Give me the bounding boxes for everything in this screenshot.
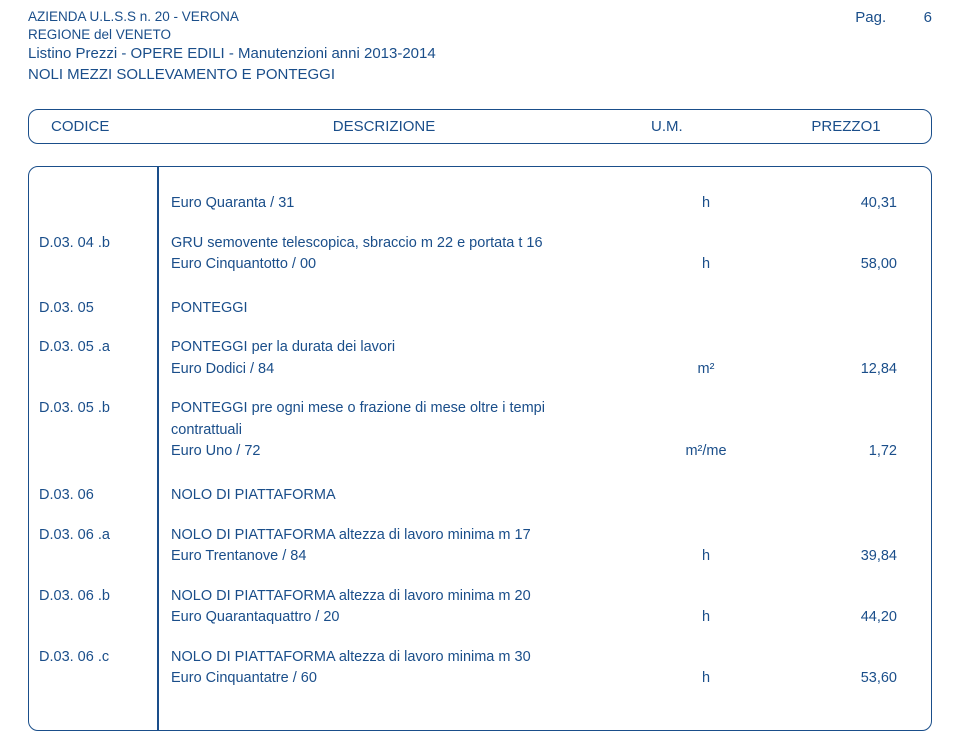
cell-um: m² — [651, 360, 761, 380]
cell-price — [761, 526, 931, 546]
cell-price — [761, 587, 931, 607]
cell-um: h — [651, 194, 761, 214]
table-row: D.03. 06 .aNOLO DI PIATTAFORMA altezza d… — [29, 525, 931, 547]
cell-desc: contrattuali — [157, 421, 651, 441]
cell-code — [29, 421, 157, 441]
cell-desc: NOLO DI PIATTAFORMA — [157, 486, 651, 506]
cell-desc: Euro Cinquantatre / 60 — [157, 669, 651, 689]
page-num-value: 6 — [924, 9, 932, 26]
page-number: Pag. 6 — [815, 8, 932, 28]
cell-desc: Euro Quarantaquattro / 20 — [157, 608, 651, 628]
header-left: AZIENDA U.L.S.S n. 20 - VERONA REGIONE d… — [28, 8, 436, 85]
cell-um — [651, 234, 761, 254]
cell-desc: Euro Quaranta / 31 — [157, 194, 651, 214]
table-row: Euro Cinquantotto / 00h58,00 — [29, 254, 931, 276]
cell-code — [29, 547, 157, 567]
table-row: D.03. 06 .bNOLO DI PIATTAFORMA altezza d… — [29, 586, 931, 608]
cell-um — [651, 587, 761, 607]
cell-desc: PONTEGGI per la durata dei lavori — [157, 338, 651, 358]
cell-desc: PONTEGGI pre ogni mese o frazione di mes… — [157, 399, 651, 419]
cell-code: D.03. 06 — [29, 486, 157, 506]
cell-price — [761, 299, 931, 319]
cell-price: 53,60 — [761, 669, 931, 689]
cell-price — [761, 338, 931, 358]
cell-code: D.03. 05 .b — [29, 399, 157, 419]
table-row: D.03. 05PONTEGGI — [29, 298, 931, 320]
column-separator — [157, 167, 159, 730]
page-label: Pag. — [855, 9, 886, 26]
page: AZIENDA U.L.S.S n. 20 - VERONA REGIONE d… — [0, 0, 960, 704]
cell-price — [761, 648, 931, 668]
cell-price: 44,20 — [761, 608, 931, 628]
cell-um: h — [651, 547, 761, 567]
table-row: D.03. 05 .aPONTEGGI per la durata dei la… — [29, 337, 931, 359]
col-header-code: CODICE — [29, 118, 157, 135]
cell-desc: Euro Dodici / 84 — [157, 360, 651, 380]
table-row: Euro Quarantaquattro / 20h44,20 — [29, 607, 931, 629]
cell-code — [29, 608, 157, 628]
cell-um — [651, 338, 761, 358]
table-row: D.03. 05 .bPONTEGGI pre ogni mese o fraz… — [29, 398, 931, 420]
cell-desc: NOLO DI PIATTAFORMA altezza di lavoro mi… — [157, 587, 651, 607]
cell-um: h — [651, 669, 761, 689]
cell-desc: NOLO DI PIATTAFORMA altezza di lavoro mi… — [157, 526, 651, 546]
cell-um — [651, 486, 761, 506]
cell-code — [29, 442, 157, 462]
col-header-desc: DESCRIZIONE — [157, 118, 651, 135]
cell-code — [29, 669, 157, 689]
table-row: Euro Cinquantatre / 60h53,60 — [29, 668, 931, 690]
cell-um — [651, 648, 761, 668]
cell-price: 39,84 — [761, 547, 931, 567]
rows-container: Euro Quaranta / 31h40,31D.03. 04 .bGRU s… — [29, 193, 931, 690]
table-row: Euro Dodici / 84m²12,84 — [29, 359, 931, 381]
cell-um: h — [651, 608, 761, 628]
price-list-box: Euro Quaranta / 31h40,31D.03. 04 .bGRU s… — [28, 166, 932, 731]
cell-um — [651, 399, 761, 419]
cell-price: 12,84 — [761, 360, 931, 380]
cell-um: h — [651, 255, 761, 275]
header-line-4: NOLI MEZZI SOLLEVAMENTO E PONTEGGI — [28, 65, 436, 85]
cell-price: 40,31 — [761, 194, 931, 214]
cell-um — [651, 421, 761, 441]
cell-desc: NOLO DI PIATTAFORMA altezza di lavoro mi… — [157, 648, 651, 668]
table-row: D.03. 06 .cNOLO DI PIATTAFORMA altezza d… — [29, 647, 931, 669]
header-line-2: REGIONE del VENETO — [28, 26, 436, 44]
cell-code: D.03. 04 .b — [29, 234, 157, 254]
cell-price: 1,72 — [761, 442, 931, 462]
cell-price — [761, 234, 931, 254]
cell-desc: Euro Trentanove / 84 — [157, 547, 651, 567]
page-header: AZIENDA U.L.S.S n. 20 - VERONA REGIONE d… — [28, 8, 932, 85]
cell-code: D.03. 05 — [29, 299, 157, 319]
cell-code — [29, 360, 157, 380]
table-row: Euro Trentanove / 84h39,84 — [29, 546, 931, 568]
cell-code — [29, 255, 157, 275]
column-header-row: CODICE DESCRIZIONE U.M. PREZZO1 — [29, 110, 931, 143]
column-header-box: CODICE DESCRIZIONE U.M. PREZZO1 — [28, 109, 932, 144]
col-header-um: U.M. — [651, 118, 761, 135]
header-line-1: AZIENDA U.L.S.S n. 20 - VERONA — [28, 8, 436, 26]
cell-desc: Euro Uno / 72 — [157, 442, 651, 462]
table-row: Euro Uno / 72m²/me1,72 — [29, 441, 931, 463]
cell-um — [651, 299, 761, 319]
table-row: contrattuali — [29, 420, 931, 442]
table-row: D.03. 06NOLO DI PIATTAFORMA — [29, 485, 931, 507]
cell-code: D.03. 06 .c — [29, 648, 157, 668]
cell-price — [761, 421, 931, 441]
cell-code: D.03. 05 .a — [29, 338, 157, 358]
col-header-price: PREZZO1 — [761, 118, 931, 135]
table-row: Euro Quaranta / 31h40,31 — [29, 193, 931, 215]
cell-code: D.03. 06 .a — [29, 526, 157, 546]
cell-um: m²/me — [651, 442, 761, 462]
table-row: D.03. 04 .bGRU semovente telescopica, sb… — [29, 233, 931, 255]
cell-code — [29, 194, 157, 214]
cell-um — [651, 526, 761, 546]
cell-price — [761, 399, 931, 419]
cell-price: 58,00 — [761, 255, 931, 275]
cell-desc: GRU semovente telescopica, sbraccio m 22… — [157, 234, 651, 254]
cell-code: D.03. 06 .b — [29, 587, 157, 607]
header-line-3: Listino Prezzi - OPERE EDILI - Manutenzi… — [28, 44, 436, 64]
cell-desc: PONTEGGI — [157, 299, 651, 319]
cell-desc: Euro Cinquantotto / 00 — [157, 255, 651, 275]
cell-price — [761, 486, 931, 506]
